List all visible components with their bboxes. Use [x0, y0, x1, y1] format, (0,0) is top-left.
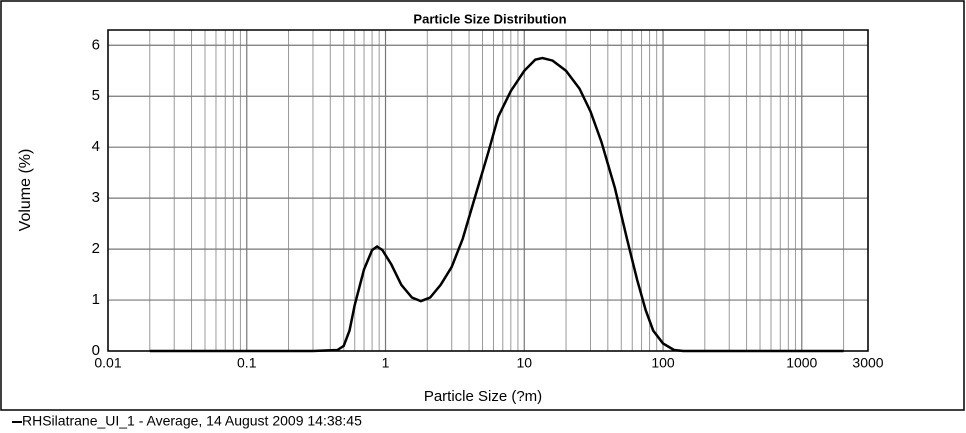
x-tick-label: 0.1	[237, 355, 257, 371]
x-tick-label: 1000	[786, 355, 817, 371]
y-tick-label: 2	[92, 240, 100, 257]
legend-label: RHSilatrane_UI_1 - Average, 14 August 20…	[22, 413, 362, 429]
chart-title: Particle Size Distribution	[413, 11, 566, 26]
x-tick-label: 10	[516, 355, 532, 371]
y-tick-label: 5	[92, 87, 100, 104]
y-tick-label: 3	[92, 189, 100, 206]
x-tick-label: 3000	[852, 355, 883, 371]
y-tick-label: 1	[92, 291, 100, 308]
y-tick-label: 6	[92, 36, 100, 53]
y-axis-label: Volume (%)	[17, 149, 34, 232]
plot-border	[107, 29, 869, 352]
x-tick-label: 100	[651, 355, 675, 371]
data-line	[149, 56, 844, 353]
x-tick-label: 0.01	[94, 355, 121, 371]
y-tick-label: 4	[92, 138, 100, 155]
x-tick-label: 1	[382, 355, 390, 371]
x-axis-label: Particle Size (?m)	[424, 388, 542, 405]
y-tick-label: 0	[92, 342, 100, 359]
